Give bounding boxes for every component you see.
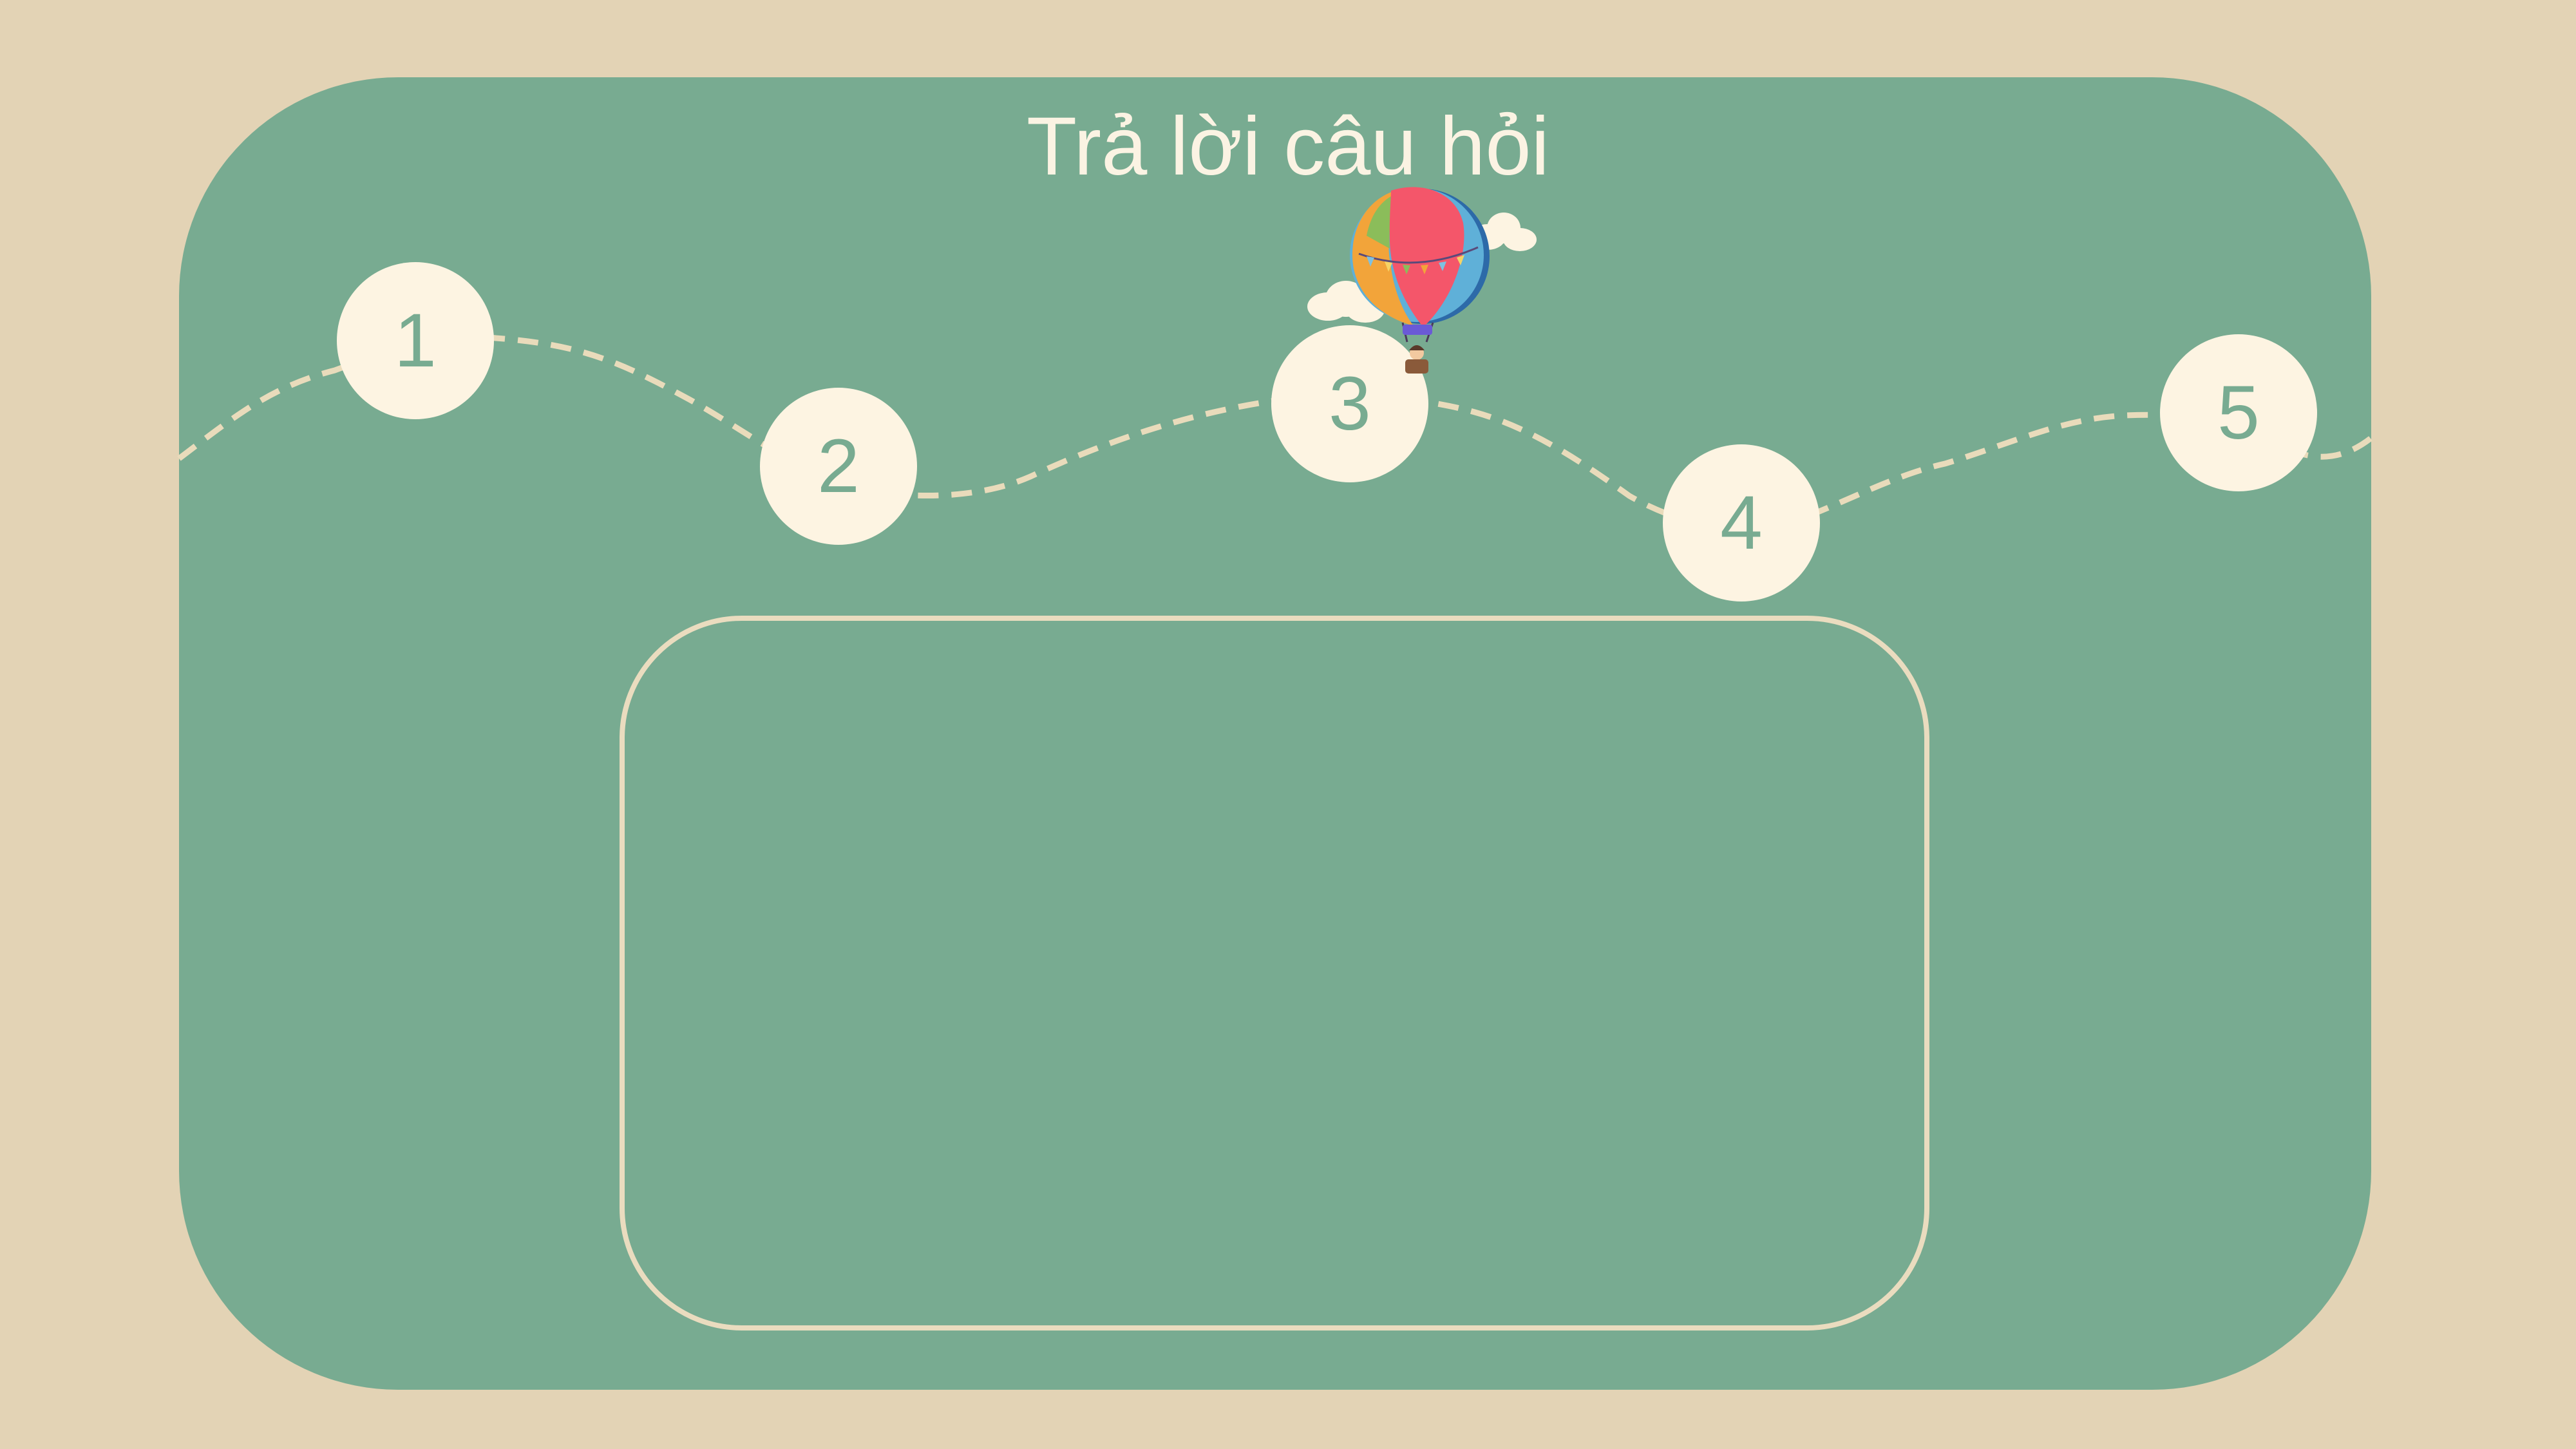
slide-title: Trả lời câu hỏi xyxy=(1027,100,1549,193)
step-4-node[interactable]: 4 xyxy=(1663,444,1820,601)
step-2-node[interactable]: 2 xyxy=(760,388,917,545)
step-3-node[interactable]: 3 xyxy=(1271,325,1428,482)
hot-air-balloon-icon xyxy=(1307,187,1537,374)
answer-box[interactable] xyxy=(620,616,1929,1331)
step-1-node[interactable]: 1 xyxy=(337,262,494,419)
step-5-node[interactable]: 5 xyxy=(2160,334,2317,491)
slide-board xyxy=(179,77,2371,1390)
